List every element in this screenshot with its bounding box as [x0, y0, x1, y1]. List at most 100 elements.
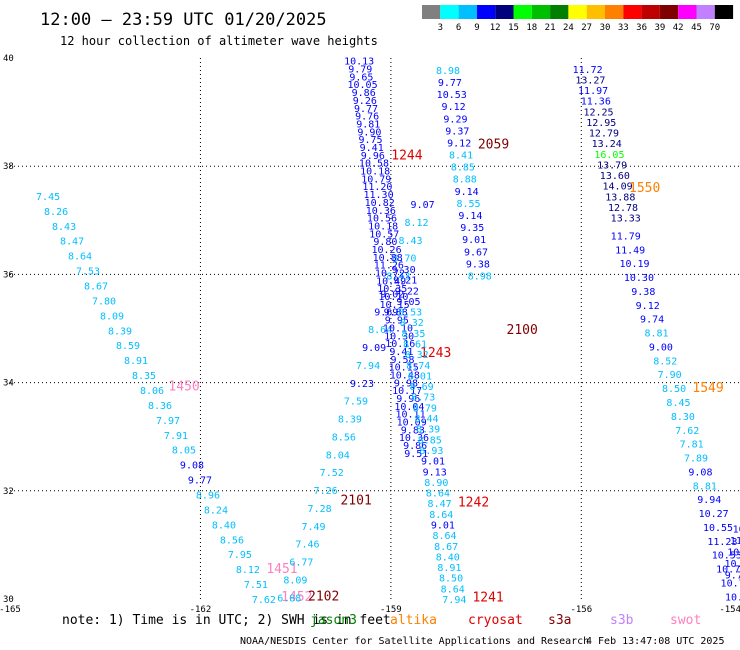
y-tick-label: 32 — [3, 487, 14, 497]
wave-height-label: 10.13 — [344, 57, 374, 68]
wave-height-label: 8.40 — [212, 520, 236, 531]
x-tick-label: -162 — [190, 605, 212, 615]
wave-height-label: 9.69 — [374, 307, 398, 318]
wave-height-label: 9.81 — [356, 119, 380, 130]
color-scale-label: 33 — [618, 23, 629, 33]
wave-height-label: 8.43 — [52, 222, 76, 233]
wave-height-label: 9.67 — [464, 247, 488, 258]
wave-height-label: 10.53 — [437, 90, 467, 101]
y-tick-label: 36 — [3, 270, 14, 280]
wave-height-label: 8.59 — [116, 341, 140, 352]
pass-time-label: 2101 — [340, 494, 371, 509]
footer-note: note: 1) Time is in UTC; 2) SWH is in fe… — [62, 613, 391, 628]
wave-height-label: 8.40 — [436, 552, 460, 563]
color-scale-label: 39 — [654, 23, 665, 33]
wave-height-label: 7.59 — [344, 397, 368, 408]
wave-height-label: 9.05 — [396, 297, 420, 308]
satellite-legend-entry: s3a — [548, 613, 571, 628]
wave-height-label: 11.72 — [573, 65, 603, 76]
wave-height-label: 8.81 — [644, 329, 668, 340]
wave-height-label: 10.56 — [725, 592, 740, 603]
wave-height-label: 10.72 — [375, 269, 405, 280]
wave-height-label: 9.86 — [352, 88, 376, 99]
satellite-legend-entry: cryosat — [468, 613, 523, 628]
wave-height-label: 9.30 — [392, 265, 416, 276]
wave-height-label: 8.43 — [386, 272, 410, 283]
wave-height-label: 8.81 — [693, 481, 717, 492]
wave-height-label: 10.19 — [619, 259, 649, 270]
color-swatch — [696, 5, 715, 19]
wave-height-label: 8.64 — [441, 584, 465, 595]
y-tick-label: 38 — [3, 162, 14, 172]
wave-height-label: 7.90 — [658, 370, 682, 381]
wave-height-label: 7.97 — [156, 416, 180, 427]
wave-height-label: 9.90 — [357, 127, 381, 138]
wave-height-label: 8.64 — [432, 531, 456, 542]
wave-height-label: 9.35 — [460, 223, 484, 234]
wave-height-label: 9.01 — [431, 520, 455, 531]
wave-height-label: 8.06 — [140, 386, 164, 397]
wave-height-label: 9.01 — [421, 457, 445, 468]
wave-height-label: 7.95 — [228, 550, 252, 561]
wave-height-label: 10.82 — [365, 198, 395, 209]
wave-height-label: 11.20 — [362, 182, 392, 193]
wave-height-label: 9.14 — [458, 211, 482, 222]
color-swatch — [458, 5, 477, 19]
wave-height-label: 8.32 — [400, 318, 424, 329]
wave-height-label: 9.22 — [395, 286, 419, 297]
wave-height-label: 10.10 — [383, 323, 413, 334]
wave-height-label: 10.26 — [371, 245, 401, 256]
color-swatch — [714, 5, 734, 19]
wave-height-label: 8.85 — [451, 163, 475, 174]
wave-height-label: 9.13 — [423, 467, 447, 478]
pass-time-label: 1550 — [629, 181, 660, 196]
wave-height-label: 8.85 — [418, 435, 442, 446]
wave-height-label: 8.09 — [283, 575, 307, 586]
wave-height-label: 9.26 — [353, 96, 377, 107]
wave-height-label: 9.98 — [394, 378, 418, 389]
wave-height-label: 10.17 — [392, 386, 422, 397]
wave-height-label: 9.88 — [384, 308, 408, 319]
wave-height-label: 9.23 — [350, 379, 374, 390]
wave-height-label: 8.30 — [671, 412, 695, 423]
color-scale-label: 45 — [691, 23, 702, 33]
wave-height-label: 10.30 — [727, 547, 740, 558]
wave-height-label: 8.91 — [124, 356, 148, 367]
wave-height-label: 7.45 — [36, 192, 60, 203]
chart-subtitle: 12 hour collection of altimeter wave hei… — [60, 34, 378, 48]
wave-height-label: 9.77 — [438, 78, 462, 89]
wave-height-label: 9.75 — [725, 571, 740, 582]
wave-height-label: 10.79 — [361, 174, 391, 185]
wave-height-label: 9.77 — [354, 104, 378, 115]
color-swatch — [513, 5, 532, 19]
x-tick-label: -154 — [719, 605, 740, 615]
wave-height-label: 10.36 — [399, 433, 429, 444]
wave-height-label: 13.60 — [600, 171, 630, 182]
wave-height-label: 7.94 — [442, 595, 466, 606]
color-swatch — [550, 5, 569, 19]
pass-time-label: 1452 — [281, 590, 312, 605]
wave-height-label: 11.23 — [707, 537, 737, 548]
wave-height-label: 10.11 — [395, 410, 425, 421]
wave-height-label: 8.91 — [437, 563, 461, 574]
wave-height-label: 6.77 — [289, 558, 313, 569]
wave-height-label: 9.83 — [401, 425, 425, 436]
color-swatch — [605, 5, 624, 19]
color-swatch — [586, 5, 605, 19]
color-scale-label: 12 — [490, 23, 501, 33]
wave-height-label: 8.64 — [426, 489, 450, 500]
y-tick-label: 34 — [3, 379, 14, 389]
wave-height-label: 8.24 — [204, 505, 228, 516]
wave-height-label: 9.02 — [380, 289, 404, 300]
color-swatch — [568, 5, 587, 19]
wave-height-label: 7.49 — [301, 522, 325, 533]
wave-height-label: 7.53 — [76, 267, 100, 278]
wave-height-label: 10.15 — [379, 300, 409, 311]
wave-height-label: 9.37 — [445, 126, 469, 137]
data-marks: 7.458.268.438.478.647.538.677.808.098.39… — [36, 57, 740, 606]
wave-height-label: 8.53 — [398, 308, 422, 319]
wave-height-label: 10.49 — [376, 276, 406, 287]
color-scale-label: 3 — [438, 23, 443, 33]
wave-height-label: 10.56 — [367, 214, 397, 225]
